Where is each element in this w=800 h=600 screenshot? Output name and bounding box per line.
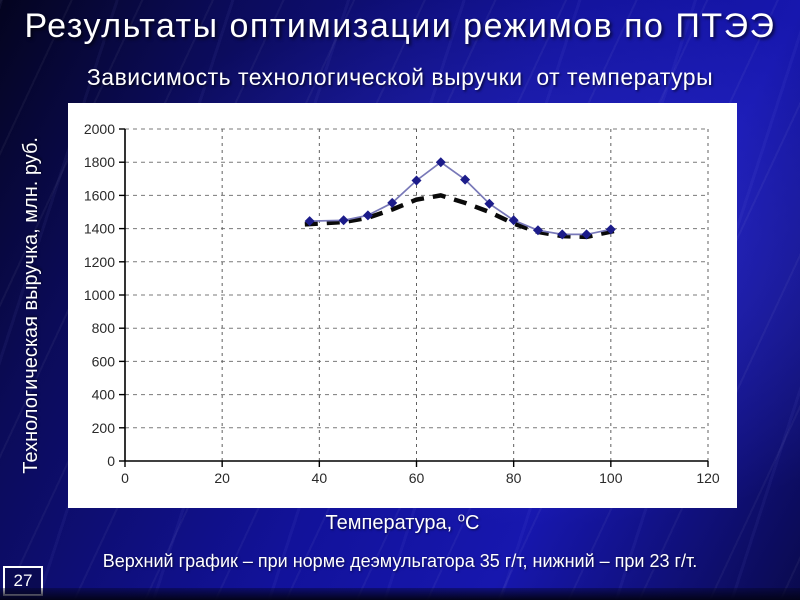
slide-title: Результаты оптимизации режимов по ПТЭЭ xyxy=(24,7,776,45)
diamond-marker xyxy=(435,157,446,168)
diamond-marker xyxy=(581,229,592,240)
page-number: 27 xyxy=(13,571,33,590)
bottom-strip xyxy=(0,588,800,600)
y-tick-label: 0 xyxy=(107,453,115,469)
x-tick-label: 80 xyxy=(506,470,522,486)
y-tick-label: 1000 xyxy=(84,287,115,303)
chart-area: 0 200 400 600 800 1000 1200 1400 1600 1800 2000 0 20… xyxy=(68,103,737,508)
diamond-marker xyxy=(338,215,349,226)
y-tick-label: 800 xyxy=(92,320,116,336)
y-tick-label: 1600 xyxy=(84,187,115,203)
diamond-marker xyxy=(387,197,398,208)
y-tick-label: 400 xyxy=(92,387,116,403)
revenue-vs-temperature-chart: 0 200 400 600 800 1000 1200 1400 1600 1800 2000 0 20… xyxy=(84,121,720,486)
x-axis-title: Температура, оС xyxy=(68,509,737,535)
y-tick-label: 1200 xyxy=(84,254,115,270)
x-axis-title-text: Температура, xyxy=(325,512,458,534)
x-tick-label: 40 xyxy=(312,470,328,486)
slide-caption: Верхний график – при норме деэмульгатора… xyxy=(102,551,698,571)
x-tick-label: 60 xyxy=(409,470,425,486)
slide-subtitle: Зависимость технологической выручки от т… xyxy=(86,64,714,90)
diamond-marker xyxy=(557,229,568,240)
x-tick-label: 100 xyxy=(599,470,623,486)
diamond-marker xyxy=(304,216,315,227)
diamond-marker xyxy=(460,174,471,185)
series-line-dashed xyxy=(304,193,617,240)
x-tick-label: 0 xyxy=(121,470,129,486)
y-axis-title-text: Технологическая выручка, млн. руб. xyxy=(19,137,42,474)
diamond-marker xyxy=(532,225,543,236)
y-tick-label: 2000 xyxy=(84,121,115,137)
y-tick-label: 1800 xyxy=(84,154,115,170)
y-tick-label: 200 xyxy=(92,420,116,436)
series-line-solid xyxy=(309,161,611,236)
diamond-marker xyxy=(411,175,422,186)
y-tick-label: 1400 xyxy=(84,221,115,237)
diamond-marker xyxy=(362,210,373,221)
x-tick-label: 120 xyxy=(696,470,720,486)
x-tick-label: 20 xyxy=(214,470,230,486)
y-axis-title: Технологическая выручка, млн. руб. xyxy=(12,103,50,508)
diamond-marker xyxy=(508,215,519,226)
y-tick-label: 600 xyxy=(92,353,116,369)
diamond-marker xyxy=(484,198,495,209)
diamond-marker xyxy=(605,224,616,235)
degree-superscript: о xyxy=(457,509,466,525)
x-axis-title-unit: С xyxy=(465,512,480,534)
